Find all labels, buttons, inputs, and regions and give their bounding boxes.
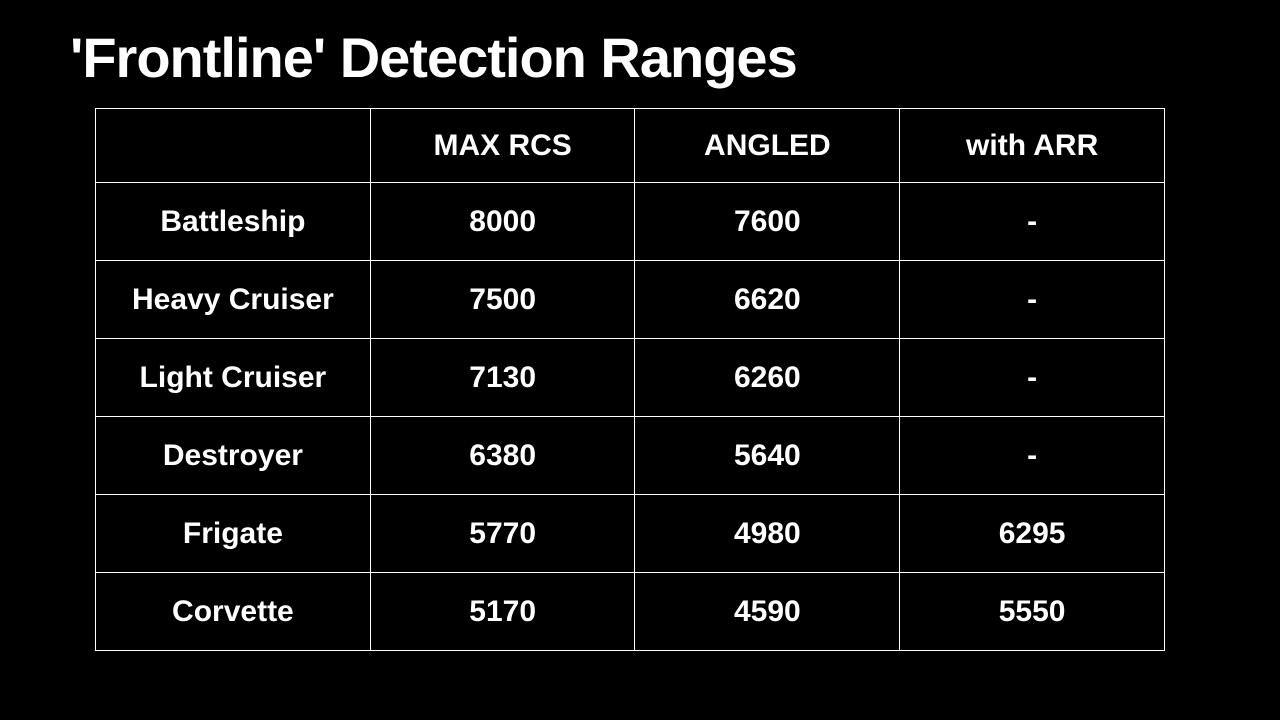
cell-angled: 6260 [635, 339, 900, 417]
cell-angled: 4590 [635, 573, 900, 651]
cell-max-rcs: 7130 [370, 339, 635, 417]
cell-angled: 6620 [635, 261, 900, 339]
cell-with-arr: 6295 [900, 495, 1165, 573]
row-label: Battleship [96, 183, 371, 261]
cell-max-rcs: 8000 [370, 183, 635, 261]
cell-with-arr: - [900, 183, 1165, 261]
page-container: 'Frontline' Detection Ranges MAX RCS ANG… [0, 0, 1280, 651]
table-wrapper: MAX RCS ANGLED with ARR Battleship 8000 … [95, 108, 1165, 651]
row-label: Destroyer [96, 417, 371, 495]
cell-max-rcs: 5170 [370, 573, 635, 651]
table-row: Heavy Cruiser 7500 6620 - [96, 261, 1165, 339]
header-with-arr: with ARR [900, 109, 1165, 183]
cell-with-arr: - [900, 417, 1165, 495]
table-body: Battleship 8000 7600 - Heavy Cruiser 750… [96, 183, 1165, 651]
cell-max-rcs: 6380 [370, 417, 635, 495]
page-title: 'Frontline' Detection Ranges [70, 25, 1220, 90]
cell-max-rcs: 7500 [370, 261, 635, 339]
table-row: Destroyer 6380 5640 - [96, 417, 1165, 495]
cell-angled: 7600 [635, 183, 900, 261]
table-row: Frigate 5770 4980 6295 [96, 495, 1165, 573]
cell-with-arr: - [900, 339, 1165, 417]
cell-angled: 5640 [635, 417, 900, 495]
header-max-rcs: MAX RCS [370, 109, 635, 183]
header-angled: ANGLED [635, 109, 900, 183]
detection-ranges-table: MAX RCS ANGLED with ARR Battleship 8000 … [95, 108, 1165, 651]
table-header-row: MAX RCS ANGLED with ARR [96, 109, 1165, 183]
row-label: Corvette [96, 573, 371, 651]
cell-with-arr: 5550 [900, 573, 1165, 651]
cell-angled: 4980 [635, 495, 900, 573]
header-empty [96, 109, 371, 183]
cell-with-arr: - [900, 261, 1165, 339]
row-label: Heavy Cruiser [96, 261, 371, 339]
table-header: MAX RCS ANGLED with ARR [96, 109, 1165, 183]
cell-max-rcs: 5770 [370, 495, 635, 573]
table-row: Corvette 5170 4590 5550 [96, 573, 1165, 651]
table-row: Battleship 8000 7600 - [96, 183, 1165, 261]
table-row: Light Cruiser 7130 6260 - [96, 339, 1165, 417]
row-label: Light Cruiser [96, 339, 371, 417]
row-label: Frigate [96, 495, 371, 573]
